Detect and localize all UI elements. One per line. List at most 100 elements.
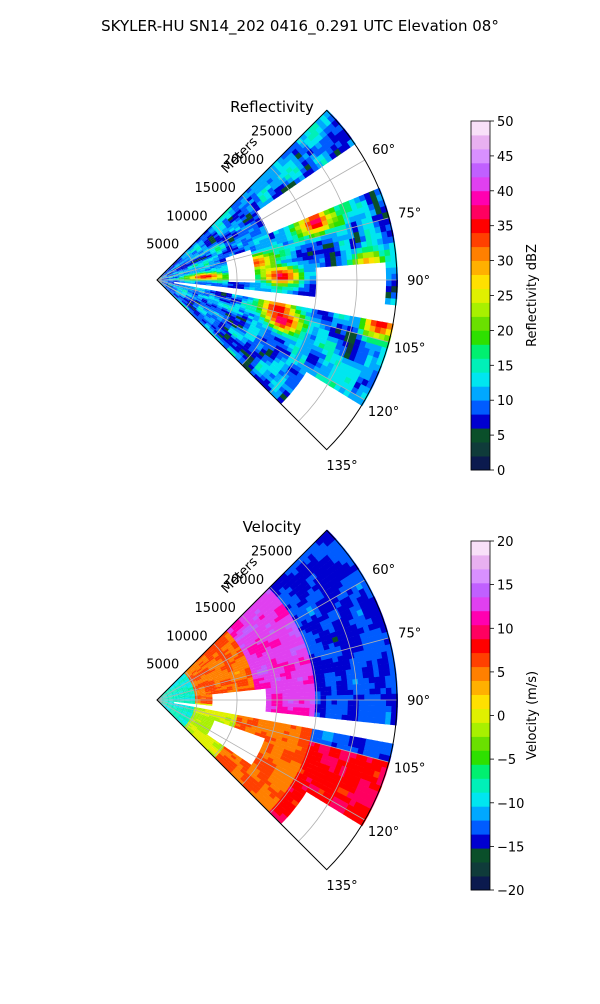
velocity-title: Velocity [243,518,302,536]
colorbar-tick-label: −15 [497,840,524,855]
colorbar-swatch [471,386,490,400]
colorbar-tick-label: 0 [497,464,505,479]
colorbar-swatch [471,723,490,737]
reflectivity-colorbar-label: Reflectivity dBZ [525,244,540,347]
azimuth-tick-label: 105° [394,762,425,777]
colorbar-swatch [471,316,490,330]
azimuth-tick-label: 75° [398,206,421,221]
colorbar-tick-label: 30 [497,255,514,270]
colorbar-swatch [471,569,490,583]
colorbar-tick-label: 25 [497,290,514,305]
colorbar-tick-label: 20 [497,324,514,339]
colorbar-swatch [471,862,490,876]
reflectivity-colorbar: 0 5 10 15 20 25 30 35 40 45 50 Reflectivity dBZ [471,115,540,479]
range-tick-label: 5000 [146,658,179,673]
azimuth-tick-label: 90° [407,274,430,289]
colorbar-tick-label: 15 [497,579,514,594]
field-cell [310,276,316,280]
colorbar-swatch [471,233,490,247]
colorbar-tick-label: 0 [497,710,505,725]
field-cell [310,284,317,289]
field-cell [310,272,317,277]
azimuth-tick-label: 120° [368,405,399,420]
colorbar-tick-label: 20 [497,535,514,550]
colorbar-swatch [471,135,490,149]
colorbar-swatch [471,541,490,555]
colorbar-swatch [471,121,490,135]
colorbar-swatch [471,163,490,177]
colorbar-swatch [471,400,490,414]
colorbar-tick-label: 10 [497,622,514,637]
range-tick-label: 25000 [251,545,292,560]
colorbar-swatch [471,303,490,317]
colorbar-swatch [471,583,490,597]
field-cell [310,280,316,284]
colorbar-swatch [471,442,490,456]
field-cell [309,268,316,273]
colorbar-swatch [471,275,490,289]
azimuth-tick-label: 60° [372,143,395,158]
colorbar-tick-label: 10 [497,394,514,409]
colorbar-swatch [471,344,490,358]
colorbar-swatch [471,289,490,303]
colorbar-swatch [471,625,490,639]
velocity-colorbar-label: Velocity (m/s) [525,671,540,760]
field-cell [309,288,316,293]
colorbar-swatch [471,695,490,709]
colorbar-swatch [471,792,490,806]
range-tick-label: 5000 [146,238,179,253]
range-tick-label: 15000 [195,181,236,196]
range-tick-label: 25000 [251,125,292,140]
colorbar-tick-label: 40 [497,185,514,200]
azimuth-tick-label: 105° [394,342,425,357]
velocity-colorbar-swatches [471,541,490,890]
colorbar-swatch [471,667,490,681]
colorbar-tick-label: 5 [497,429,505,444]
colorbar-swatch [471,358,490,372]
colorbar-swatch [471,372,490,386]
colorbar-tick-label: 15 [497,359,514,374]
colorbar-tick-label: 45 [497,150,514,165]
colorbar-swatch [471,205,490,219]
range-tick-label: 15000 [195,601,236,616]
azimuth-tick-label: 60° [372,563,395,578]
reflectivity-title: Reflectivity [230,98,314,116]
colorbar-swatch [471,261,490,275]
colorbar-swatch [471,414,490,428]
colorbar-swatch [471,149,490,163]
colorbar-swatch [471,191,490,205]
colorbar-swatch [471,219,490,233]
azimuth-tick-label: 90° [407,694,430,709]
colorbar-swatch [471,834,490,848]
colorbar-swatch [471,820,490,834]
range-tick-label: 10000 [166,629,207,644]
colorbar-tick-label: 5 [497,666,505,681]
colorbar-tick-label: −10 [497,797,524,812]
azimuth-tick-label: 135° [326,459,357,474]
colorbar-swatch [471,639,490,653]
colorbar-swatch [471,848,490,862]
range-tick-label: 10000 [166,209,207,224]
field-cell [309,292,316,297]
colorbar-tick-label: −5 [497,753,516,768]
colorbar-swatch [471,736,490,750]
colorbar-swatch [471,764,490,778]
azimuth-tick-label: 120° [368,825,399,840]
colorbar-swatch [471,177,490,191]
colorbar-swatch [471,778,490,792]
colorbar-swatch [471,456,490,470]
colorbar-swatch [471,709,490,723]
azimuth-tick-label: 135° [326,879,357,894]
colorbar-tick-label: 35 [497,220,514,235]
colorbar-swatch [471,428,490,442]
colorbar-tick-label: 50 [497,115,514,130]
colorbar-swatch [471,555,490,569]
reflectivity-colorbar-swatches [471,121,490,470]
colorbar-swatch [471,597,490,611]
colorbar-swatch [471,330,490,344]
colorbar-swatch [471,611,490,625]
